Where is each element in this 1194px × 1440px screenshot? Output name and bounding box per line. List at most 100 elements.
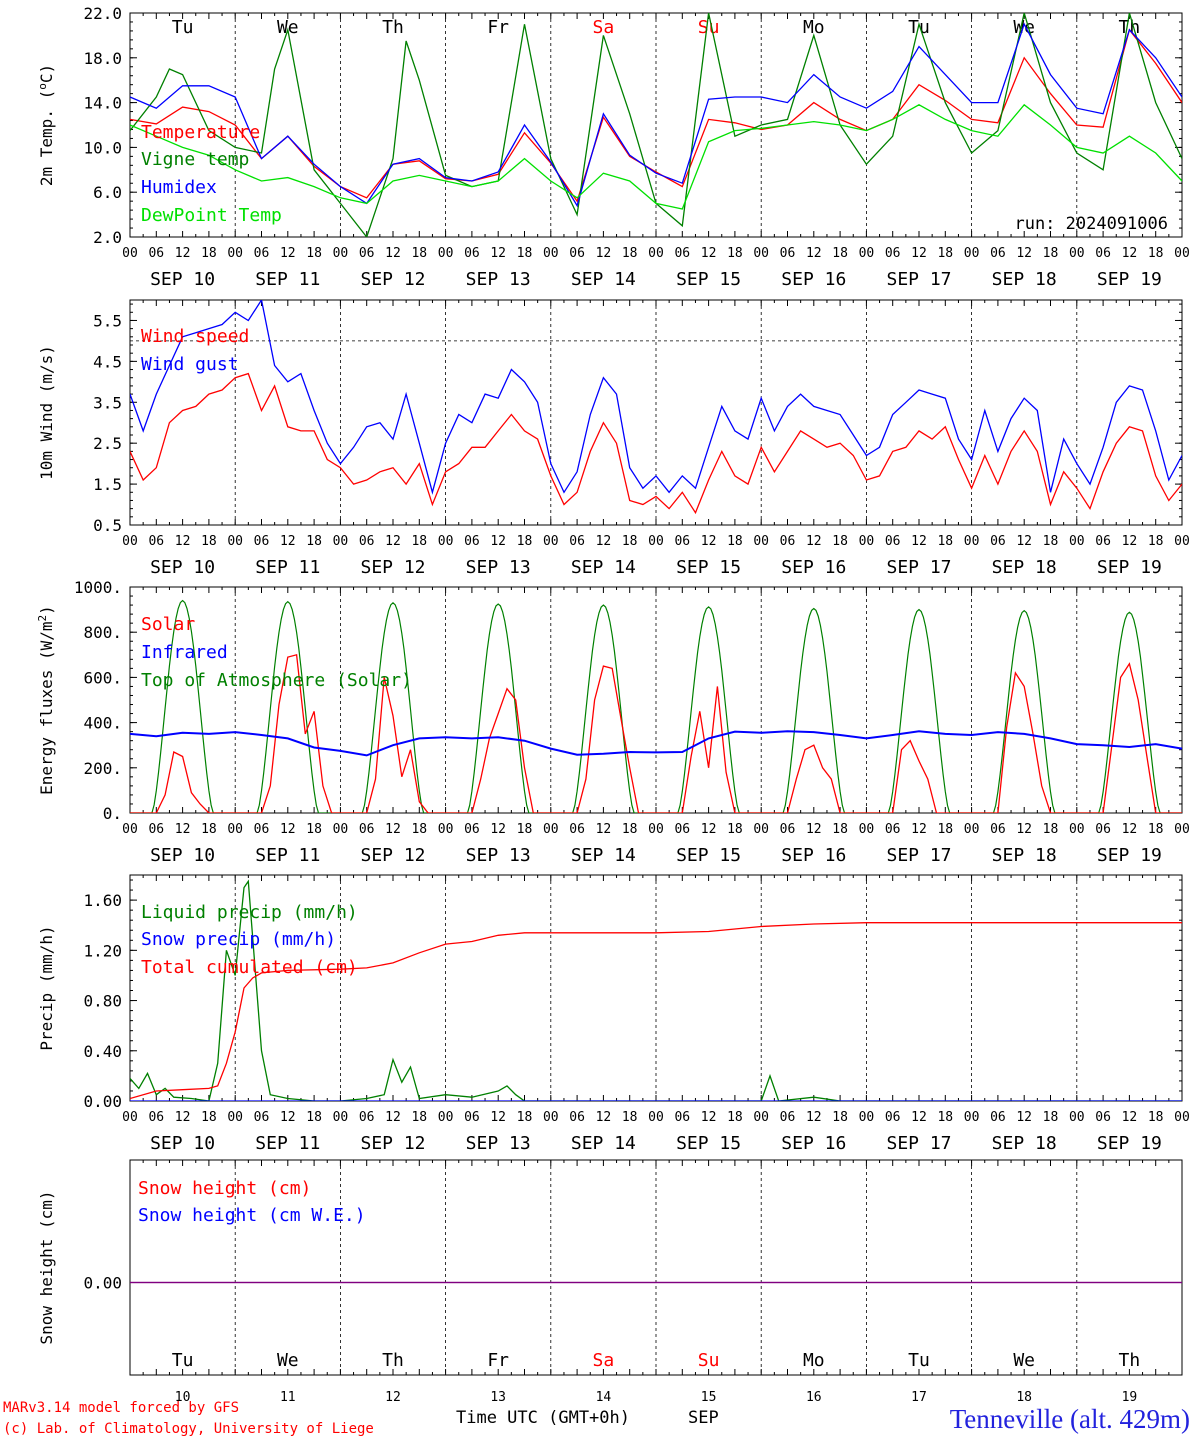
run-annotation: run: 2024091006: [1014, 214, 1168, 234]
series-line-vigne-temp: [130, 13, 1182, 237]
hour-tick-label: 06: [780, 246, 796, 261]
hour-tick-label: 06: [1095, 1110, 1111, 1125]
date-label: SEP 19: [1097, 845, 1162, 866]
hour-tick-label: 06: [780, 1110, 796, 1125]
hour-tick-label: 18: [937, 534, 953, 549]
y-axis-label: Snow height (cm): [37, 1190, 56, 1344]
hour-tick-label: 06: [359, 1110, 375, 1125]
day-name: Su: [698, 17, 720, 38]
hour-tick-label: 18: [201, 534, 217, 549]
hour-tick-label: 18: [832, 822, 848, 837]
hour-tick-label: 06: [148, 246, 164, 261]
hour-tick-label: 06: [990, 1110, 1006, 1125]
series-line-total-cumulated-cm-: [130, 922, 1182, 1100]
day-name: Tu: [172, 17, 194, 38]
hour-tick-label: 12: [385, 534, 401, 549]
hour-tick-label: 12: [385, 822, 401, 837]
snow-panel: 0.00 Snow height (cm) Snow height (cm) Snow…: [37, 1159, 1183, 1405]
hour-tick-label: 06: [464, 246, 480, 261]
day-name: Th: [1119, 1350, 1141, 1371]
y-tick-label: 1.20: [83, 941, 122, 960]
hour-tick-label: 12: [490, 534, 506, 549]
day-name: We: [1013, 17, 1035, 38]
hour-tick-label: 18: [411, 534, 427, 549]
hour-tick-label: 06: [148, 822, 164, 837]
y-axis-label: Energy fluxes (W/m2): [36, 605, 56, 795]
series-layer: [130, 879, 1182, 1101]
date-number: 12: [385, 1390, 401, 1405]
hour-tick-label: 00: [438, 1110, 454, 1125]
y-tick-label: 22.0: [83, 4, 122, 23]
month-label: SEP: [688, 1408, 719, 1428]
hour-tick-label: 18: [517, 1110, 533, 1125]
hour-tick-label: 06: [464, 1110, 480, 1125]
hour-tick-label: 06: [990, 822, 1006, 837]
hour-tick-label: 18: [622, 534, 638, 549]
date-label: SEP 14: [571, 557, 636, 578]
hour-tick-label: 18: [306, 246, 322, 261]
hour-tick-label: 06: [990, 534, 1006, 549]
hour-tick-label: 12: [385, 246, 401, 261]
hour-tick-label: 12: [280, 246, 296, 261]
hour-tick-label: 00: [648, 1110, 664, 1125]
day-name: We: [1013, 1350, 1035, 1371]
temperature-panel: 2.0 6.0 10.0 14.0 18.0 22.0 2m Temp. (oC) Tu We T…: [36, 4, 1190, 290]
hour-tick-label: 12: [175, 1110, 191, 1125]
hour-tick-label: 06: [359, 534, 375, 549]
date-label: SEP 15: [676, 269, 741, 290]
date-label: SEP 14: [571, 269, 636, 290]
day-name: Sa: [593, 1350, 615, 1371]
hour-tick-label: 18: [1148, 534, 1164, 549]
y-tick-label: 0.40: [83, 1042, 122, 1061]
legend-entry: Top of Atmosphere (Solar): [141, 670, 412, 691]
hour-tick-label: 12: [596, 534, 612, 549]
hour-tick-label: 12: [1122, 246, 1138, 261]
hour-tick-label: 00: [438, 246, 454, 261]
day-name: Tu: [172, 1350, 194, 1371]
day-name: Mo: [803, 1350, 825, 1371]
hour-tick-label: 06: [569, 1110, 585, 1125]
hour-tick-label: 06: [780, 534, 796, 549]
hour-tick-label: 18: [306, 534, 322, 549]
hour-tick-label: 00: [438, 822, 454, 837]
hour-tick-label: 00: [859, 1110, 875, 1125]
hour-tick-label: 00: [543, 1110, 559, 1125]
date-label: SEP 16: [781, 845, 846, 866]
hour-tick-label: 00: [964, 534, 980, 549]
hour-tick-label: 18: [622, 246, 638, 261]
date-number: 15: [701, 1390, 717, 1405]
hour-tick-label: 18: [1148, 246, 1164, 261]
series-layer: [130, 13, 1182, 237]
date-number: 17: [911, 1390, 927, 1405]
day-name: Fr: [487, 17, 509, 38]
hour-tick-label: 06: [254, 246, 270, 261]
y-tick-label: 14.0: [83, 94, 122, 113]
series-layer: [130, 599, 1182, 813]
date-label: SEP 13: [466, 557, 531, 578]
date-label: SEP 11: [255, 557, 320, 578]
day-name: Th: [382, 17, 404, 38]
date-label: SEP 17: [886, 1133, 951, 1154]
hour-tick-label: 06: [254, 534, 270, 549]
y-tick-label: 0.5: [93, 516, 122, 535]
hour-tick-label: 06: [464, 534, 480, 549]
series-line-dewpoint-temp: [130, 103, 1182, 210]
footer: MARv3.14 model forced by GFS (c) Lab. of…: [3, 1400, 1190, 1437]
hour-tick-label: 18: [1043, 1110, 1059, 1125]
hour-tick-label: 00: [648, 246, 664, 261]
day-name: Mo: [803, 17, 825, 38]
y-tick-label: 0.80: [83, 992, 122, 1011]
y-tick-label: 600.: [83, 668, 122, 687]
hour-tick-label: 12: [490, 246, 506, 261]
date-label: SEP 10: [150, 557, 215, 578]
y-tick-label: 2.0: [93, 228, 122, 247]
hour-tick-label: 00: [1174, 1110, 1190, 1125]
day-name: Tu: [908, 1350, 930, 1371]
plot-frame: [129, 299, 1183, 526]
date-number: 16: [806, 1390, 822, 1405]
series-line-liquid-precip-mm-h-: [130, 879, 1182, 1101]
y-tick-label: 18.0: [83, 49, 122, 68]
day-name: Sa: [593, 17, 615, 38]
series-line-solar: [130, 653, 1182, 813]
hour-tick-label: 00: [227, 822, 243, 837]
